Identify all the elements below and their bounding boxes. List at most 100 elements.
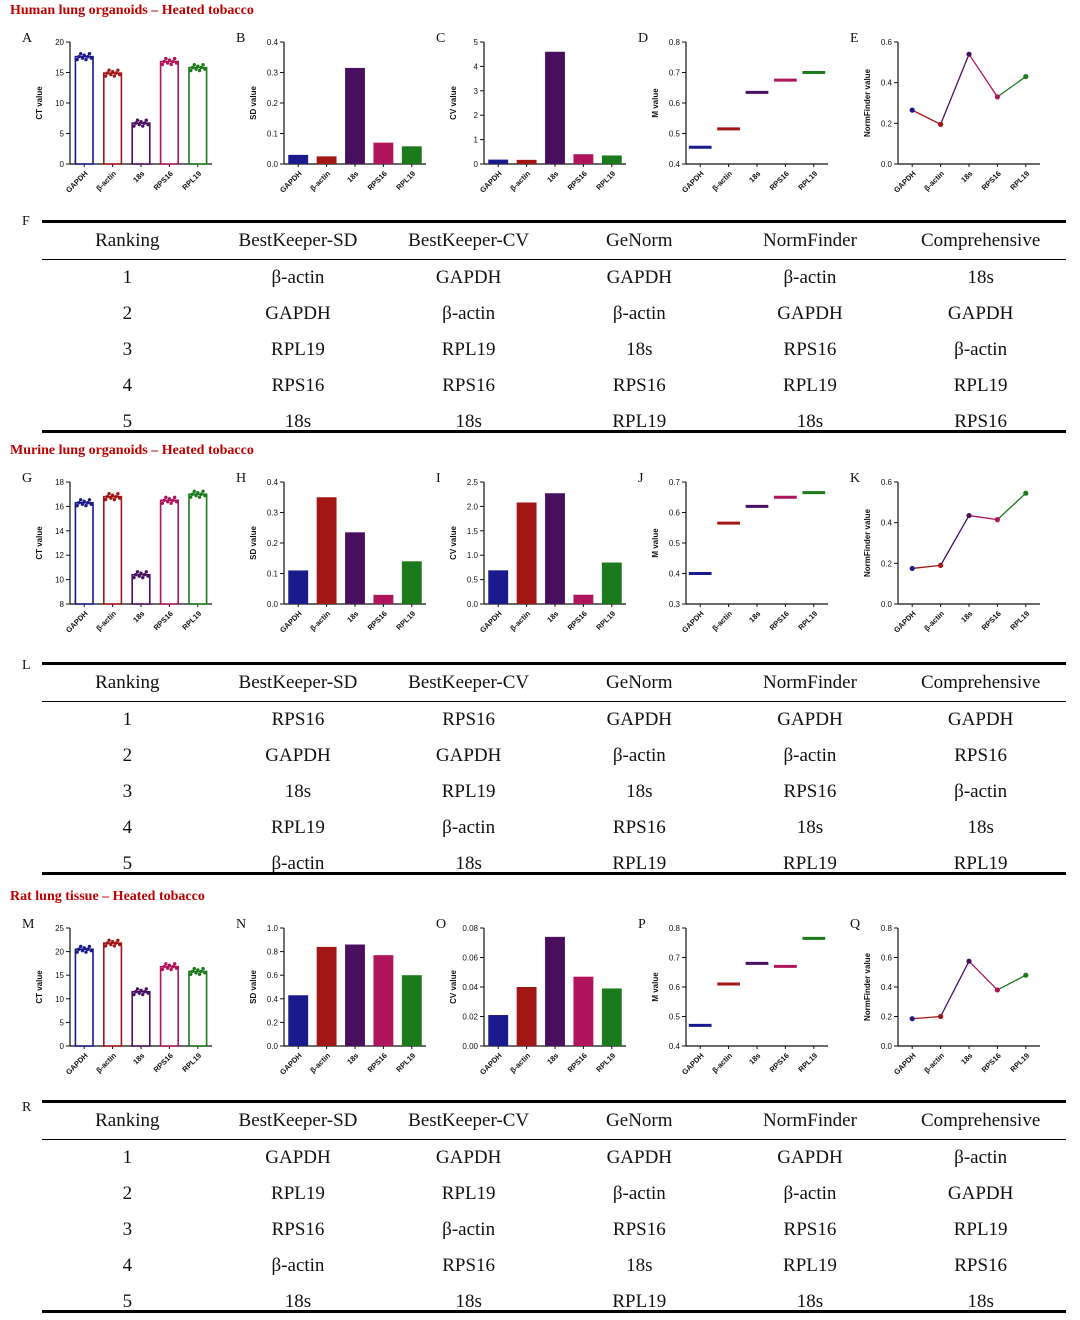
- header-genorm: GeNorm: [553, 665, 725, 702]
- x-tick-label-rps16: RPS16: [768, 169, 791, 192]
- y-tick-label: 0: [474, 160, 479, 169]
- data-point-rpl19: [189, 972, 193, 976]
- x-tick-label-rpl19: RPL19: [796, 1051, 819, 1074]
- x-tick-label-rps16: RPS16: [366, 169, 389, 192]
- bar-18s: [131, 122, 151, 165]
- y-tick-label: 1: [474, 136, 479, 145]
- y-tick-label: 0.8: [669, 924, 681, 933]
- x-tick-label-rpl19: RPL19: [1008, 609, 1031, 632]
- data-point-gapdh: [77, 54, 81, 59]
- table-cell: 18s: [626, 339, 653, 360]
- table-cell: 2: [122, 303, 133, 324]
- table-bottom-rule: [42, 872, 1066, 875]
- data-point-gapdh: [89, 56, 93, 60]
- x-tick-label-rps16: RPS16: [152, 609, 175, 632]
- table-cell: 18s: [967, 1291, 994, 1312]
- data-point-beta-actin: [103, 74, 108, 78]
- data-point-beta-actin: [107, 492, 111, 496]
- table-cell: 18s: [967, 267, 994, 288]
- table-cell: RPS16: [271, 709, 325, 730]
- data-point-18s: [144, 570, 148, 574]
- data-point-rps16: [162, 59, 166, 64]
- y-tick-label: 0.2: [267, 99, 279, 108]
- y-tick-label: 0.8: [881, 924, 893, 933]
- x-tick-label-beta-actin: β-actin: [922, 609, 946, 633]
- data-point-gapdh: [80, 56, 85, 60]
- x-tick-label-gapdh: GAPDH: [892, 1051, 918, 1077]
- data-point-gapdh: [82, 499, 86, 503]
- data-point-18s: [146, 574, 150, 578]
- y-axis-label: M value: [651, 88, 660, 118]
- data-point-18s: [141, 992, 145, 997]
- x-tick-label-rpl19: RPL19: [1008, 1051, 1031, 1074]
- line-point-beta-actin: [938, 562, 944, 568]
- panel-letter: J: [638, 471, 644, 486]
- data-point-gapdh: [89, 948, 93, 953]
- data-point-gapdh: [86, 501, 90, 505]
- y-tick-label: 0.2: [881, 559, 893, 568]
- x-tick-label-beta-actin: β-actin: [508, 1051, 532, 1075]
- chart-panel-h: H SD value 0.0 0.1 0.2 0.3 0.4 GAPDH β-actin 18s R…: [236, 471, 426, 635]
- bar-rps16: [159, 965, 180, 1047]
- data-point-rpl19: [201, 966, 205, 971]
- ranking-table-rat: Ranking BestKeeper-SD BestKeeper-CV GeNo…: [42, 1103, 1066, 1320]
- data-point-18s: [141, 124, 145, 128]
- data-point-rpl19: [203, 493, 207, 498]
- data-point-rpl19: [203, 971, 207, 975]
- data-point-rpl19: [199, 65, 204, 70]
- data-point-rps16: [171, 59, 175, 64]
- x-tick-label-rpl19: RPL19: [594, 169, 617, 192]
- table-cell: RPS16: [783, 781, 837, 802]
- panel-letter: K: [850, 471, 860, 486]
- header-comprehensive: Comprehensive: [895, 223, 1066, 260]
- data-point-rps16: [167, 497, 172, 501]
- y-tick-label: 0.4: [881, 983, 893, 992]
- table-cell: RPS16: [954, 411, 1008, 432]
- data-point-gapdh: [89, 502, 93, 506]
- data-point-rps16: [172, 56, 177, 61]
- x-tick-label-rpl19: RPL19: [594, 1051, 617, 1074]
- y-tick-label: 0.0: [267, 600, 279, 609]
- table-cell: RPS16: [612, 817, 666, 838]
- table-row: 3 18s RPL19 18s RPS16 β-actin: [42, 774, 1066, 810]
- data-point-gapdh: [87, 52, 92, 56]
- y-tick-label: 0.0: [881, 1042, 893, 1051]
- x-tick-label-rpl19: RPL19: [796, 609, 819, 632]
- y-tick-label: 0.0: [881, 600, 893, 609]
- x-tick-label-gapdh: GAPDH: [64, 169, 90, 195]
- x-tick-label-rpl19: RPL19: [796, 169, 819, 192]
- y-axis-label: CT value: [35, 526, 44, 560]
- data-point-beta-actin: [103, 497, 108, 502]
- x-tick-label-rpl19: RPL19: [394, 1051, 417, 1074]
- table-cell: GAPDH: [606, 267, 673, 288]
- x-tick-label-gapdh: GAPDH: [680, 609, 706, 635]
- x-tick-label-rps16: RPS16: [566, 609, 589, 632]
- y-tick-label: 0.3: [267, 509, 279, 518]
- data-point-gapdh: [84, 57, 88, 62]
- data-point-18s: [135, 570, 140, 574]
- x-tick-label-rpl19: RPL19: [180, 169, 203, 192]
- chart-panel-p: P M value 0.4 0.5 0.6 0.7 0.8 GAPDH β-actin 18s RP…: [638, 917, 828, 1077]
- table-top-rule: [42, 1100, 1066, 1103]
- x-tick-label-gapdh: GAPDH: [278, 1051, 304, 1077]
- table-cell: 18s: [455, 853, 482, 874]
- y-tick-label: 0.6: [669, 509, 681, 518]
- y-tick-label: 0.4: [669, 160, 681, 169]
- y-tick-label: 0.7: [669, 69, 681, 78]
- line-point-gapdh: [909, 107, 915, 113]
- y-tick-label: 3: [474, 87, 479, 96]
- y-tick-label: 0.1: [267, 130, 279, 139]
- table-cell: GAPDH: [606, 1147, 673, 1168]
- table-cell: RPS16: [442, 1255, 496, 1276]
- data-point-rpl19: [197, 68, 202, 73]
- header-genorm: GeNorm: [553, 223, 725, 260]
- data-point-beta-actin: [105, 941, 110, 945]
- bar-rpl19: [401, 146, 422, 164]
- y-tick-label: 10: [55, 99, 64, 108]
- bar-beta-actin: [102, 72, 123, 165]
- chart-panel-b: B SD value 0.0 0.1 0.2 0.3 0.4 GAPDH β-actin 18s R…: [236, 31, 426, 195]
- data-point-rps16: [174, 500, 179, 504]
- header-bestkeeper-sd: BestKeeper-SD: [212, 665, 384, 702]
- y-axis-label: NormFinder value: [863, 508, 872, 577]
- y-tick-label: 18: [55, 478, 64, 487]
